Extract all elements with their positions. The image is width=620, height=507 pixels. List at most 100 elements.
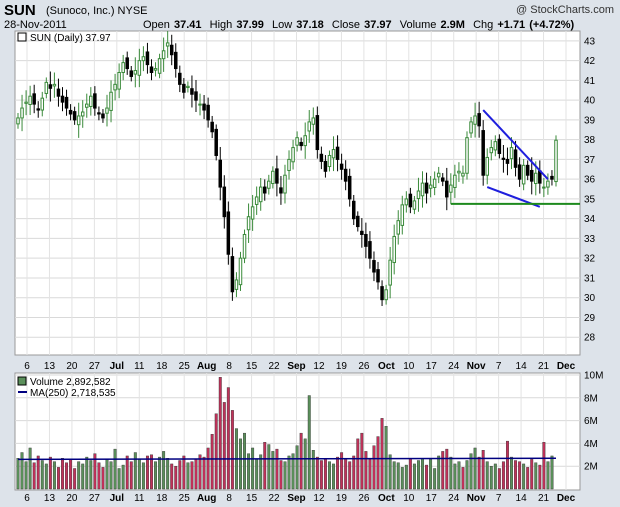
candle-body — [40, 97, 45, 111]
volume-date-label: 13 — [44, 493, 56, 504]
volume-date-label: Oct — [378, 493, 395, 504]
price-tick-label: 40 — [584, 96, 596, 107]
volume-bar — [182, 455, 186, 490]
price-tick-label: 33 — [584, 234, 596, 245]
volume-bar — [421, 458, 424, 490]
candle-body — [161, 50, 166, 60]
candle-body — [121, 62, 125, 74]
volume-bar — [186, 462, 190, 490]
volume-bar — [137, 459, 141, 490]
volume-bar — [392, 461, 396, 490]
volume-date-label: 21 — [538, 493, 550, 504]
volume-bar — [230, 410, 234, 490]
volume-date-label: Sep — [287, 493, 305, 504]
volume-date-label: 11 — [134, 493, 145, 504]
volume-bar — [295, 445, 299, 490]
candle-body — [554, 139, 558, 183]
volume-bar — [97, 462, 101, 490]
volume-date-label: 12 — [313, 493, 325, 504]
candle-body — [68, 109, 73, 115]
candle-body — [218, 159, 223, 188]
volume-bar — [506, 440, 509, 490]
volume-bar — [239, 438, 242, 490]
price-legend: SUN (Daily) 37.97 — [30, 33, 111, 44]
volume-bar — [133, 452, 137, 490]
candle-body — [351, 200, 356, 220]
volume-bar — [449, 456, 453, 490]
volume-bar — [445, 448, 449, 490]
ohlc-summary: Open 37.41 High 37.99 Low 37.18 Close 37… — [143, 19, 574, 31]
candle-body — [214, 128, 218, 156]
volume-bar — [429, 459, 433, 490]
volume-bar — [332, 463, 335, 490]
volume-bar — [485, 461, 489, 490]
volume-bar — [453, 463, 457, 490]
candle-body — [186, 85, 190, 89]
volume-bar — [206, 447, 210, 490]
candle-body — [347, 175, 352, 200]
volume-bar — [368, 459, 372, 490]
price-date-label: Jul — [110, 361, 125, 372]
volume-bar — [461, 467, 465, 490]
watermark: @ StockCharts.com — [516, 4, 614, 16]
candle-body — [380, 286, 384, 301]
volume-bar — [425, 464, 429, 490]
volume-label: Volume — [399, 19, 437, 31]
volume-date-label: 6 — [24, 493, 30, 504]
candle-body — [56, 88, 61, 97]
volume-bar — [20, 452, 24, 490]
volume-date-label: 7 — [496, 493, 502, 504]
candle-body — [546, 180, 550, 188]
candle-body — [283, 174, 287, 194]
volume-bar — [40, 460, 44, 490]
price-date-label: 22 — [268, 361, 280, 372]
candle-body — [505, 158, 510, 164]
volume-bar — [518, 461, 522, 490]
volume-bar — [299, 432, 303, 490]
candle-body — [24, 101, 28, 104]
price-date-label: 21 — [538, 361, 550, 372]
candle-body — [89, 95, 93, 107]
candle-body — [295, 137, 299, 146]
volume-bar — [489, 466, 493, 490]
volume-date-label: 25 — [179, 493, 191, 504]
volume-bar — [497, 468, 501, 490]
price-date-label: Nov — [467, 361, 486, 372]
volume-bar — [141, 462, 145, 490]
volume-bar — [279, 460, 283, 490]
price-date-label: 27 — [89, 361, 101, 372]
volume-bar — [198, 454, 202, 490]
volume-date-label: 19 — [336, 493, 348, 504]
volume-bar — [44, 463, 48, 490]
candle-body — [392, 235, 396, 264]
candle-body — [80, 111, 85, 117]
candle-body — [307, 121, 312, 132]
price-date-label: 24 — [448, 361, 460, 372]
volume-bar — [16, 458, 20, 490]
candle-body — [517, 164, 522, 180]
volume-bar — [530, 459, 534, 490]
high-label: High — [209, 19, 233, 31]
volume-bar — [344, 459, 348, 490]
volume-date-label: 20 — [66, 493, 78, 504]
candle-body — [368, 241, 372, 259]
candle-body — [303, 135, 307, 147]
price-date-label: Oct — [378, 361, 395, 372]
candle-body — [129, 70, 134, 77]
price-date-label: 6 — [24, 361, 30, 372]
candle-body — [453, 174, 457, 188]
candle-body — [372, 260, 376, 273]
candle-body — [481, 130, 485, 176]
price-date-label: 14 — [516, 361, 528, 372]
volume-bar — [510, 456, 513, 490]
volume-bar — [501, 461, 505, 490]
candle-body — [360, 230, 364, 235]
volume-bar — [210, 434, 214, 490]
high-value: 37.99 — [236, 19, 264, 31]
candle-body — [52, 83, 57, 87]
candle-body — [473, 115, 477, 125]
low-value: 37.18 — [296, 19, 324, 31]
volume-bar — [352, 455, 356, 490]
candle-body — [299, 141, 303, 147]
volume-bar — [166, 458, 170, 490]
